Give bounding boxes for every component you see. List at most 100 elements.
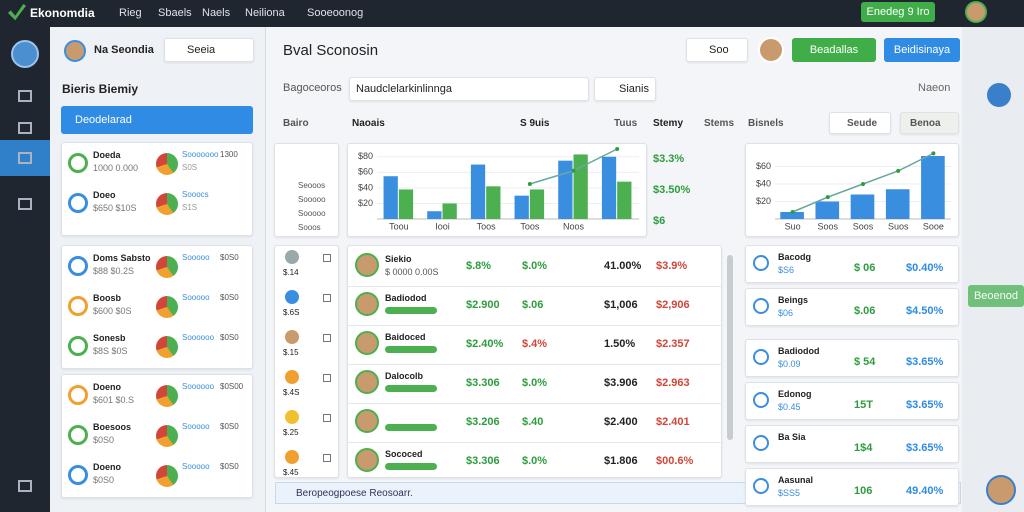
sort-select[interactable] (829, 112, 891, 134)
top-button[interactable]: Enedeg 9 Iro (861, 2, 935, 22)
x-tick-label: Toou (389, 221, 409, 231)
item-icon (68, 193, 88, 213)
item-sub: $0S0 (93, 475, 115, 485)
legend-box (274, 143, 339, 237)
row-avatar (355, 409, 379, 433)
column-header[interactable]: Benoa (910, 118, 941, 129)
side-value: $3.3% (653, 153, 685, 165)
card-icon (753, 255, 769, 271)
item-pie (156, 153, 178, 175)
blue-button[interactable]: Beidisinaya (884, 38, 960, 62)
row-cell: $2.963 (656, 377, 690, 389)
right-card[interactable] (745, 382, 959, 420)
nav-item[interactable]: Neiliona (245, 7, 285, 19)
column-header: Stemy (653, 118, 684, 129)
row-divider (347, 364, 722, 365)
row-divider (347, 325, 722, 326)
card-v2: $3.65% (906, 399, 944, 411)
row-progress (385, 346, 437, 353)
item-sub: $601 $0.S (93, 395, 135, 405)
mini-check[interactable] (323, 254, 331, 262)
bar (514, 195, 529, 219)
side-value: $3.50% (653, 184, 691, 196)
column-header: Naoais (352, 118, 385, 129)
filter-search[interactable]: Sianis (594, 77, 656, 101)
card-sub: $S6 (778, 265, 795, 275)
item-val: $0S0 (220, 333, 239, 342)
panel-search[interactable]: Seeia (164, 38, 254, 62)
card-v2: $0.40% (906, 262, 944, 274)
row-cell: $2.900 (466, 299, 500, 311)
row-avatar (355, 448, 379, 472)
rail-active[interactable] (0, 140, 50, 176)
card-name: Aasunal (778, 475, 814, 485)
bottom-avatar (986, 475, 1016, 505)
column-header[interactable]: Bairo (283, 118, 309, 129)
card-v1: 1$4 (854, 442, 873, 454)
item-pie (156, 425, 178, 447)
item-name: Sonesb (93, 333, 126, 343)
mini-value: $.45 (283, 468, 299, 477)
right-card[interactable] (745, 339, 959, 377)
legend-item: Sooos (298, 223, 321, 232)
mini-check[interactable] (323, 454, 331, 462)
trend-point (615, 147, 620, 151)
circle-button[interactable] (987, 83, 1011, 107)
right-card[interactable] (745, 245, 959, 283)
far-right (962, 27, 1024, 512)
card-icon (753, 435, 769, 451)
nav-item[interactable]: Sbaels (158, 7, 192, 19)
y-tick-label: $40 (358, 182, 373, 192)
filter-select[interactable] (900, 112, 959, 134)
nav-item[interactable]: Rieg (119, 7, 142, 19)
row-divider (347, 286, 722, 287)
rail-icon (11, 40, 39, 68)
side-value: $6 (653, 215, 666, 227)
select[interactable]: Soo (686, 38, 748, 62)
row-sub: $ 0000 0.00S (385, 267, 439, 277)
card-name: Edonog (778, 389, 812, 399)
mini-check[interactable] (323, 414, 331, 422)
row-cell: $1.806 (604, 455, 638, 467)
row-cell: $1,006 (604, 299, 638, 311)
item-pie (156, 465, 178, 487)
card-v2: 49.40% (906, 485, 944, 497)
trend-point (790, 210, 795, 214)
nav-item[interactable]: Naels (202, 7, 231, 19)
mini-check[interactable] (323, 374, 331, 382)
row-cell: $.06 (522, 299, 544, 311)
item-name: Doeno (93, 462, 121, 472)
right-card[interactable] (745, 425, 959, 463)
card-sub: $0.09 (778, 359, 801, 369)
mini-check[interactable] (323, 294, 331, 302)
far-right-button[interactable]: Beoenod (968, 285, 1024, 307)
bar (442, 203, 457, 219)
trend-point (571, 168, 576, 173)
column-header: Tuus (614, 118, 638, 129)
bar (558, 160, 573, 219)
item-tag: Sooooo (182, 462, 210, 471)
mini-value: $.25 (283, 428, 299, 437)
right-card[interactable] (745, 288, 959, 326)
trend-point (527, 182, 532, 186)
filter-next[interactable]: Naeon (918, 82, 951, 94)
right-card[interactable] (745, 468, 959, 506)
card-icon (753, 478, 769, 494)
row-cell: $.40 (522, 416, 544, 428)
nav-item[interactable]: Sooeoonog (307, 7, 364, 19)
rail-icon (18, 90, 32, 102)
row-cell: 41.00% (604, 260, 642, 272)
top-avatar (965, 1, 987, 23)
bar (470, 164, 486, 219)
column-header[interactable]: Seude (847, 118, 878, 129)
bar (780, 212, 804, 219)
row-cell: $3.306 (466, 377, 500, 389)
mini-icon (285, 250, 299, 264)
green-button[interactable]: Beadallas (792, 38, 876, 62)
row-cell: $2.400 (604, 416, 638, 428)
filter-input[interactable]: Naudclelarkinlinnga (349, 77, 589, 101)
panel-button[interactable]: Deodelarad (61, 106, 253, 134)
mini-check[interactable] (323, 334, 331, 342)
row-avatar (355, 253, 379, 277)
row-avatar (355, 370, 379, 394)
